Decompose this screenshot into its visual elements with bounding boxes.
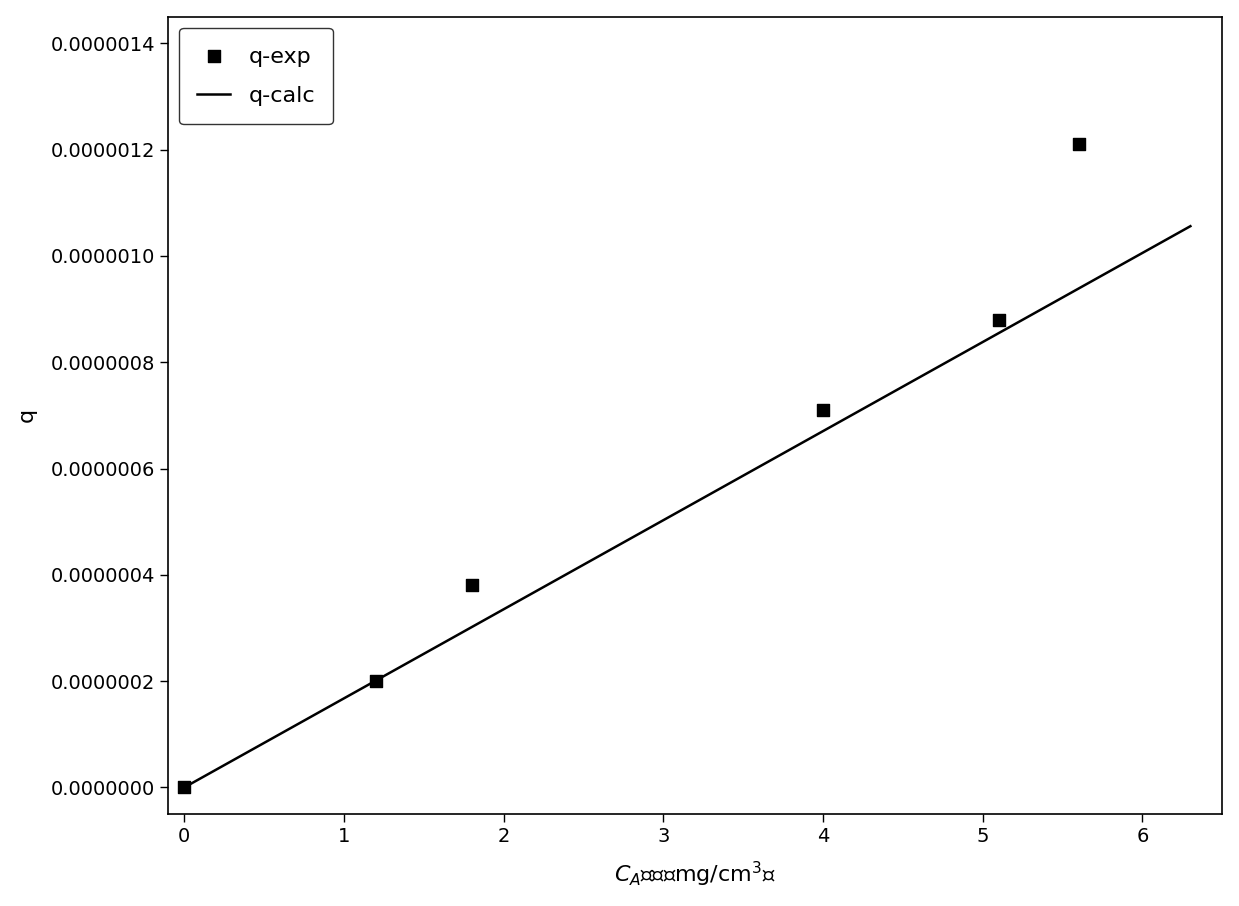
q-exp [462, 578, 482, 593]
Legend: q-exp, q-calc: q-exp, q-calc [180, 28, 332, 124]
q-exp [366, 674, 385, 689]
q-exp [1069, 137, 1089, 151]
q-exp [813, 403, 833, 418]
q-exp [175, 780, 195, 795]
q-exp [989, 313, 1009, 327]
Y-axis label: q: q [16, 409, 37, 422]
X-axis label: $C_{A}$／　（mg/cm$^{3}$）: $C_{A}$／ （mg/cm$^{3}$） [615, 860, 776, 890]
